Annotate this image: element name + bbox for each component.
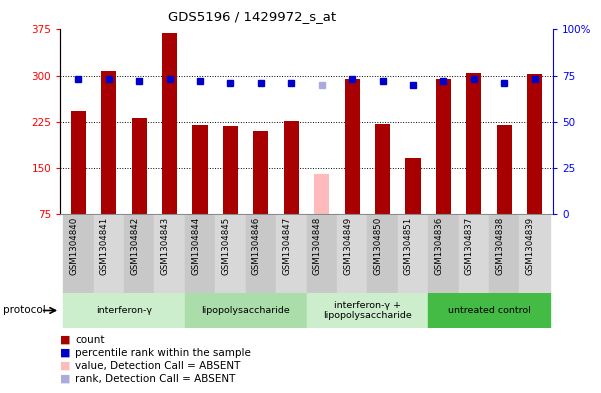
- Text: ■: ■: [60, 335, 70, 345]
- Text: lipopolysaccharide: lipopolysaccharide: [201, 306, 290, 315]
- Text: GSM1304848: GSM1304848: [313, 217, 322, 275]
- Text: GSM1304842: GSM1304842: [130, 217, 139, 275]
- Bar: [185, 293, 307, 328]
- Bar: [132, 118, 147, 214]
- Text: ■: ■: [60, 348, 70, 358]
- Text: GSM1304851: GSM1304851: [404, 217, 413, 275]
- Bar: [489, 214, 519, 293]
- Text: GSM1304838: GSM1304838: [495, 217, 504, 275]
- Text: GSM1304837: GSM1304837: [465, 217, 474, 275]
- Bar: [459, 214, 489, 293]
- Text: GSM1304836: GSM1304836: [435, 217, 444, 275]
- Bar: [124, 214, 154, 293]
- Bar: [215, 214, 246, 293]
- Bar: [276, 214, 307, 293]
- Text: value, Detection Call = ABSENT: value, Detection Call = ABSENT: [75, 361, 240, 371]
- Bar: [337, 214, 367, 293]
- Text: GSM1304845: GSM1304845: [221, 217, 230, 275]
- Bar: [223, 126, 238, 214]
- Text: GDS5196 / 1429972_s_at: GDS5196 / 1429972_s_at: [168, 10, 337, 23]
- Bar: [154, 214, 185, 293]
- Bar: [246, 214, 276, 293]
- Text: GSM1304841: GSM1304841: [100, 217, 109, 275]
- Bar: [375, 124, 390, 214]
- Bar: [253, 131, 269, 214]
- Bar: [398, 214, 428, 293]
- Text: GSM1304839: GSM1304839: [526, 217, 535, 275]
- Text: percentile rank within the sample: percentile rank within the sample: [75, 348, 251, 358]
- Text: rank, Detection Call = ABSENT: rank, Detection Call = ABSENT: [75, 374, 236, 384]
- Text: count: count: [75, 335, 105, 345]
- Bar: [101, 71, 117, 214]
- Bar: [314, 174, 329, 214]
- Text: protocol: protocol: [3, 305, 46, 316]
- Text: interferon-γ +
lipopolysaccharide: interferon-γ + lipopolysaccharide: [323, 301, 412, 320]
- Text: GSM1304840: GSM1304840: [69, 217, 78, 275]
- Bar: [344, 79, 360, 214]
- Bar: [284, 121, 299, 214]
- Text: GSM1304847: GSM1304847: [282, 217, 291, 275]
- Bar: [406, 158, 421, 214]
- Text: ■: ■: [60, 374, 70, 384]
- Bar: [428, 293, 550, 328]
- Bar: [436, 79, 451, 214]
- Bar: [307, 293, 428, 328]
- Bar: [71, 111, 86, 214]
- Bar: [519, 214, 550, 293]
- Bar: [527, 74, 542, 214]
- Bar: [192, 125, 207, 214]
- Text: interferon-γ: interferon-γ: [96, 306, 152, 315]
- Text: GSM1304850: GSM1304850: [374, 217, 383, 275]
- Bar: [63, 293, 185, 328]
- Text: GSM1304846: GSM1304846: [252, 217, 261, 275]
- Bar: [94, 214, 124, 293]
- Text: untreated control: untreated control: [448, 306, 531, 315]
- Text: ■: ■: [60, 361, 70, 371]
- Bar: [466, 73, 481, 214]
- Bar: [63, 214, 94, 293]
- Bar: [428, 214, 459, 293]
- Bar: [185, 214, 215, 293]
- Bar: [367, 214, 398, 293]
- Text: GSM1304844: GSM1304844: [191, 217, 200, 275]
- Bar: [307, 214, 337, 293]
- Text: GSM1304849: GSM1304849: [343, 217, 352, 275]
- Text: GSM1304843: GSM1304843: [160, 217, 169, 275]
- Bar: [496, 125, 512, 214]
- Bar: [162, 33, 177, 214]
